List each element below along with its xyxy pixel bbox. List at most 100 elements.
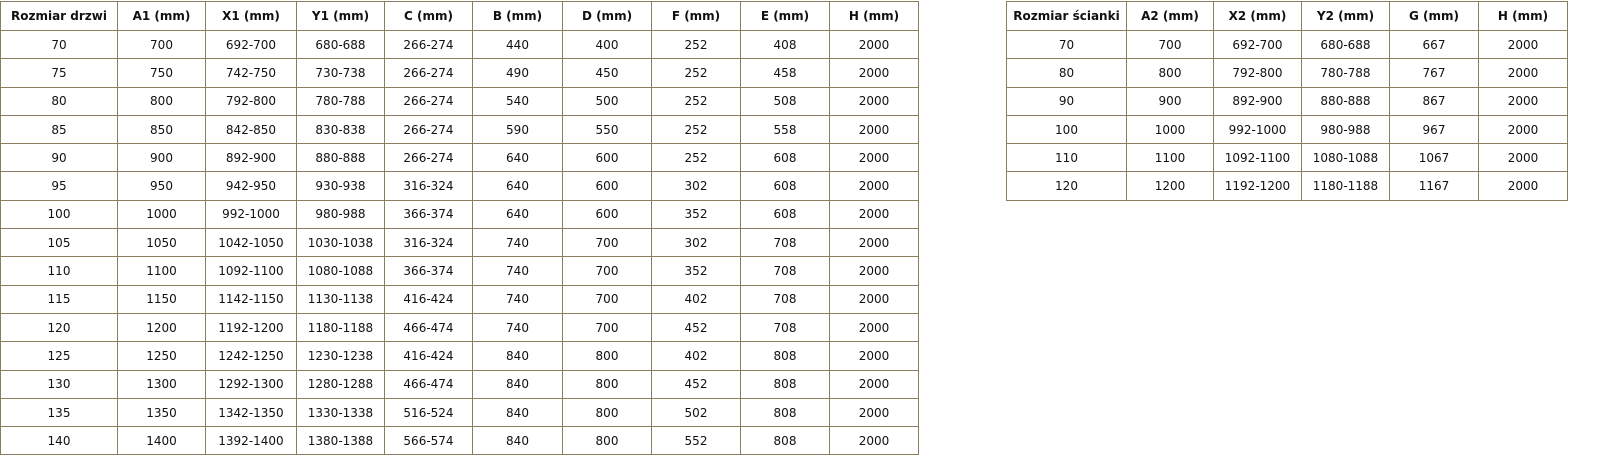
table-cell: 992-1000 — [1213, 114, 1302, 145]
table-cell: 1300 — [117, 369, 206, 399]
table-cell: 700 — [117, 29, 206, 60]
table-cell: 1192-1200 — [1213, 171, 1302, 201]
table-cell: 2000 — [1478, 58, 1568, 88]
table-cell: 302 — [651, 228, 741, 258]
table-cell: 808 — [740, 397, 830, 428]
table-row: 95 950 942-950 930-938 316-324 640 600 302 608 20… — [0, 171, 919, 201]
table-cell: 740 — [472, 284, 563, 314]
table-cell: 608 — [740, 199, 830, 230]
table-cell: 780-788 — [296, 86, 385, 116]
table-row: 100 1000 992-1000 980-988 967 2000 — [1006, 114, 1568, 145]
table-cell: 808 — [740, 426, 830, 456]
table-cell: 2000 — [829, 199, 919, 230]
column-header: A1 (mm) — [117, 1, 206, 31]
table-cell: 880-888 — [296, 143, 385, 173]
table-cell: 80 — [0, 86, 118, 116]
table-cell: 1230-1238 — [296, 341, 385, 371]
table-cell: 366-374 — [384, 256, 473, 286]
table-cell: 466-474 — [384, 312, 473, 343]
column-header: Y2 (mm) — [1301, 1, 1390, 31]
table-cell: 2000 — [1478, 86, 1568, 116]
table-cell: 708 — [740, 228, 830, 258]
column-header: H (mm) — [829, 1, 919, 31]
table-row: 140 1400 1392-1400 1380-1388 566-574 840 800 55… — [0, 426, 919, 456]
table-cell: 900 — [1126, 86, 1214, 116]
table-cell: 366-374 — [384, 199, 473, 230]
table-cell: 800 — [117, 86, 206, 116]
table-cell: 900 — [117, 143, 206, 173]
table-cell: 2000 — [829, 29, 919, 60]
table-cell: 967 — [1389, 114, 1479, 145]
table-cell: 1350 — [117, 397, 206, 428]
table-cell: 1342-1350 — [205, 397, 297, 428]
table-cell: 640 — [472, 143, 563, 173]
table-cell: 120 — [0, 312, 118, 343]
table-cell: 105 — [0, 228, 118, 258]
table-cell: 266-274 — [384, 58, 473, 88]
table-cell: 110 — [0, 256, 118, 286]
table-cell: 692-700 — [1213, 29, 1302, 60]
table-cell: 110 — [1006, 143, 1127, 173]
table-cell: 2000 — [829, 58, 919, 88]
table-cell: 140 — [0, 426, 118, 456]
door-size-table: Rozmiar drzwi A1 (mm) X1 (mm) Y1 (mm) C (mm)… — [0, 1, 919, 456]
table-cell: 540 — [472, 86, 563, 116]
table-cell: 1400 — [117, 426, 206, 456]
table-cell: 1042-1050 — [205, 228, 297, 258]
table-cell: 1080-1088 — [1301, 143, 1390, 173]
table-cell: 252 — [651, 143, 741, 173]
table-cell: 1242-1250 — [205, 341, 297, 371]
table-cell: 600 — [562, 143, 652, 173]
table-cell: 2000 — [1478, 29, 1568, 60]
table-cell: 1180-1188 — [296, 312, 385, 343]
table-cell: 1250 — [117, 341, 206, 371]
table-cell: 2000 — [1478, 143, 1568, 173]
table-cell: 867 — [1389, 86, 1479, 116]
table-cell: 700 — [562, 228, 652, 258]
table-cell: 1380-1388 — [296, 426, 385, 456]
table-cell: 680-688 — [296, 29, 385, 60]
table-cell: 70 — [0, 29, 118, 60]
table-cell: 640 — [472, 199, 563, 230]
table-cell: 892-900 — [1213, 86, 1302, 116]
table-cell: 680-688 — [1301, 29, 1390, 60]
table-row: 70 700 692-700 680-688 667 2000 — [1006, 29, 1568, 60]
table-cell: 100 — [1006, 114, 1127, 145]
table-cell: 452 — [651, 312, 741, 343]
table-cell: 692-700 — [205, 29, 297, 60]
table-cell: 266-274 — [384, 29, 473, 60]
table-cell: 125 — [0, 341, 118, 371]
table-cell: 792-800 — [1213, 58, 1302, 88]
table-cell: 1050 — [117, 228, 206, 258]
table-cell: 740 — [472, 228, 563, 258]
column-header: D (mm) — [562, 1, 652, 31]
table-cell: 930-938 — [296, 171, 385, 201]
table-row: 90 900 892-900 880-888 266-274 640 600 252 608 20… — [0, 143, 919, 173]
table-cell: 1030-1038 — [296, 228, 385, 258]
table-cell: 740 — [472, 312, 563, 343]
column-header: A2 (mm) — [1126, 1, 1214, 31]
table-cell: 1080-1088 — [296, 256, 385, 286]
table-cell: 252 — [651, 86, 741, 116]
table-cell: 830-838 — [296, 114, 385, 145]
table-cell: 516-524 — [384, 397, 473, 428]
table-row: 135 1350 1342-1350 1330-1338 516-524 840 800 50… — [0, 397, 919, 428]
table-cell: 1167 — [1389, 171, 1479, 201]
table-cell: 1200 — [117, 312, 206, 343]
table-cell: 90 — [1006, 86, 1127, 116]
table-cell: 2000 — [1478, 171, 1568, 201]
table-row: 110 1100 1092-1100 1080-1088 366-374 740 700 35… — [0, 256, 919, 286]
table-cell: 1192-1200 — [205, 312, 297, 343]
table-cell: 1150 — [117, 284, 206, 314]
table-cell: 708 — [740, 284, 830, 314]
table-cell: 608 — [740, 143, 830, 173]
table-cell: 452 — [651, 369, 741, 399]
table-row: 115 1150 1142-1150 1130-1138 416-424 740 700 40… — [0, 284, 919, 314]
column-header: C (mm) — [384, 1, 473, 31]
table-cell: 1100 — [1126, 143, 1214, 173]
table-cell: 850 — [117, 114, 206, 145]
table-cell: 700 — [562, 312, 652, 343]
column-header: B (mm) — [472, 1, 563, 31]
table-cell: 2000 — [829, 284, 919, 314]
table-cell: 942-950 — [205, 171, 297, 201]
